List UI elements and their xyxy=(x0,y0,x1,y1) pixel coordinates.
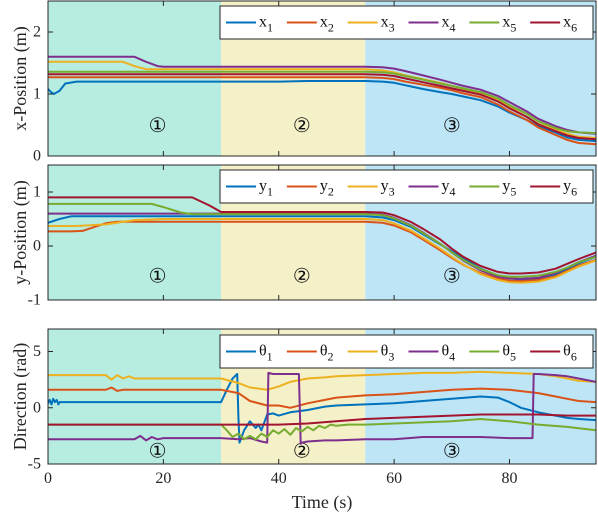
legend-entry: θ1 xyxy=(259,343,273,364)
x-tick-label: 80 xyxy=(501,470,517,487)
phase-label-1: ① xyxy=(149,264,167,288)
y-tick-label: 2 xyxy=(33,24,41,41)
y-tick-label: -5 xyxy=(28,456,41,473)
phase-region-1 xyxy=(48,1,222,156)
legend-entry: y6 xyxy=(563,178,577,199)
legend-entry: x4 xyxy=(442,14,456,35)
y-axis-label: y-Position (m) xyxy=(10,180,31,285)
legend: x1 x2 x3 x4 x5 x6 xyxy=(219,5,594,40)
series-line-3 xyxy=(48,370,596,391)
x-tick-label: 40 xyxy=(271,470,287,487)
legend-entry: y1 xyxy=(259,178,273,199)
phase-label-2: ② xyxy=(293,264,311,288)
axes-frame xyxy=(47,0,597,157)
series-line-x2 xyxy=(48,76,596,146)
y-tick-label: 1 xyxy=(33,86,41,103)
legend-entry: y2 xyxy=(320,178,334,199)
y-axis-label: Direction (rad) xyxy=(10,343,31,450)
legend-entry: x6 xyxy=(563,14,577,35)
legend: y1 y2 y3 y4 y5 y6 xyxy=(219,169,594,204)
series-line-2 xyxy=(48,386,596,409)
phase-label-3: ③ xyxy=(443,264,461,288)
panel-2: ① ② ③ -1 0 1y-Position (m) y1 y2 y3 y4 y5 y6 xyxy=(10,164,597,309)
series-line-y6 xyxy=(48,196,596,275)
axes-frame xyxy=(47,328,597,465)
series-line-x6 xyxy=(48,73,596,141)
phase-label-1: ① xyxy=(149,113,167,137)
legend-entry: x1 xyxy=(259,14,273,35)
legend-entry: θ5 xyxy=(502,343,516,364)
y-tick-label: 5 xyxy=(33,343,41,360)
phase-region-1 xyxy=(48,329,222,464)
series-line-1 xyxy=(48,373,596,444)
legend-entry: θ6 xyxy=(563,343,577,364)
phase-label-2: ② xyxy=(293,439,311,463)
x-tick-label: 0 xyxy=(44,470,52,487)
legend-box xyxy=(219,334,594,369)
legend-entry: θ4 xyxy=(442,343,456,364)
series-line-6 xyxy=(48,413,596,426)
series-line-y3 xyxy=(48,218,596,284)
legend-entry: x3 xyxy=(381,14,395,35)
x-tick-label: 60 xyxy=(386,470,402,487)
x-axis-label: Time (s) xyxy=(292,492,353,513)
legend-entry: x2 xyxy=(320,14,334,35)
panel-1: ① ② ③ 0 1 2x-Position (m) x1 x2 x3 x4 x5 x6 xyxy=(10,0,597,165)
phase-label-3: ③ xyxy=(443,113,461,137)
series-line-y5 xyxy=(48,202,596,278)
x-tick-label: 20 xyxy=(155,470,171,487)
legend-entry: θ2 xyxy=(320,343,334,364)
legend-entry: θ3 xyxy=(381,343,395,364)
y-tick-label: 0 xyxy=(33,238,41,255)
phase-label-3: ③ xyxy=(443,439,461,463)
phase-label-1: ① xyxy=(149,439,167,463)
y-tick-label: 1 xyxy=(33,184,41,201)
y-tick-label: 0 xyxy=(33,148,41,165)
y-axis-label: x-Position (m) xyxy=(10,26,31,131)
legend-entry: y4 xyxy=(442,178,456,199)
legend-entry: x5 xyxy=(502,14,516,35)
legend-entry: y5 xyxy=(502,178,516,199)
legend: θ1 θ2 θ3 θ4 θ5 θ6 xyxy=(219,334,594,369)
phase-label-2: ② xyxy=(293,113,311,137)
series-line-4 xyxy=(48,371,596,445)
axes-frame xyxy=(47,164,597,301)
legend-entry: y3 xyxy=(381,178,395,199)
y-tick-label: 0 xyxy=(33,399,41,416)
phase-region-1 xyxy=(48,165,222,300)
series-line-x4 xyxy=(48,55,596,135)
series-line-x5 xyxy=(48,70,596,135)
legend-box xyxy=(219,5,594,40)
y-tick-label: -1 xyxy=(28,292,41,309)
